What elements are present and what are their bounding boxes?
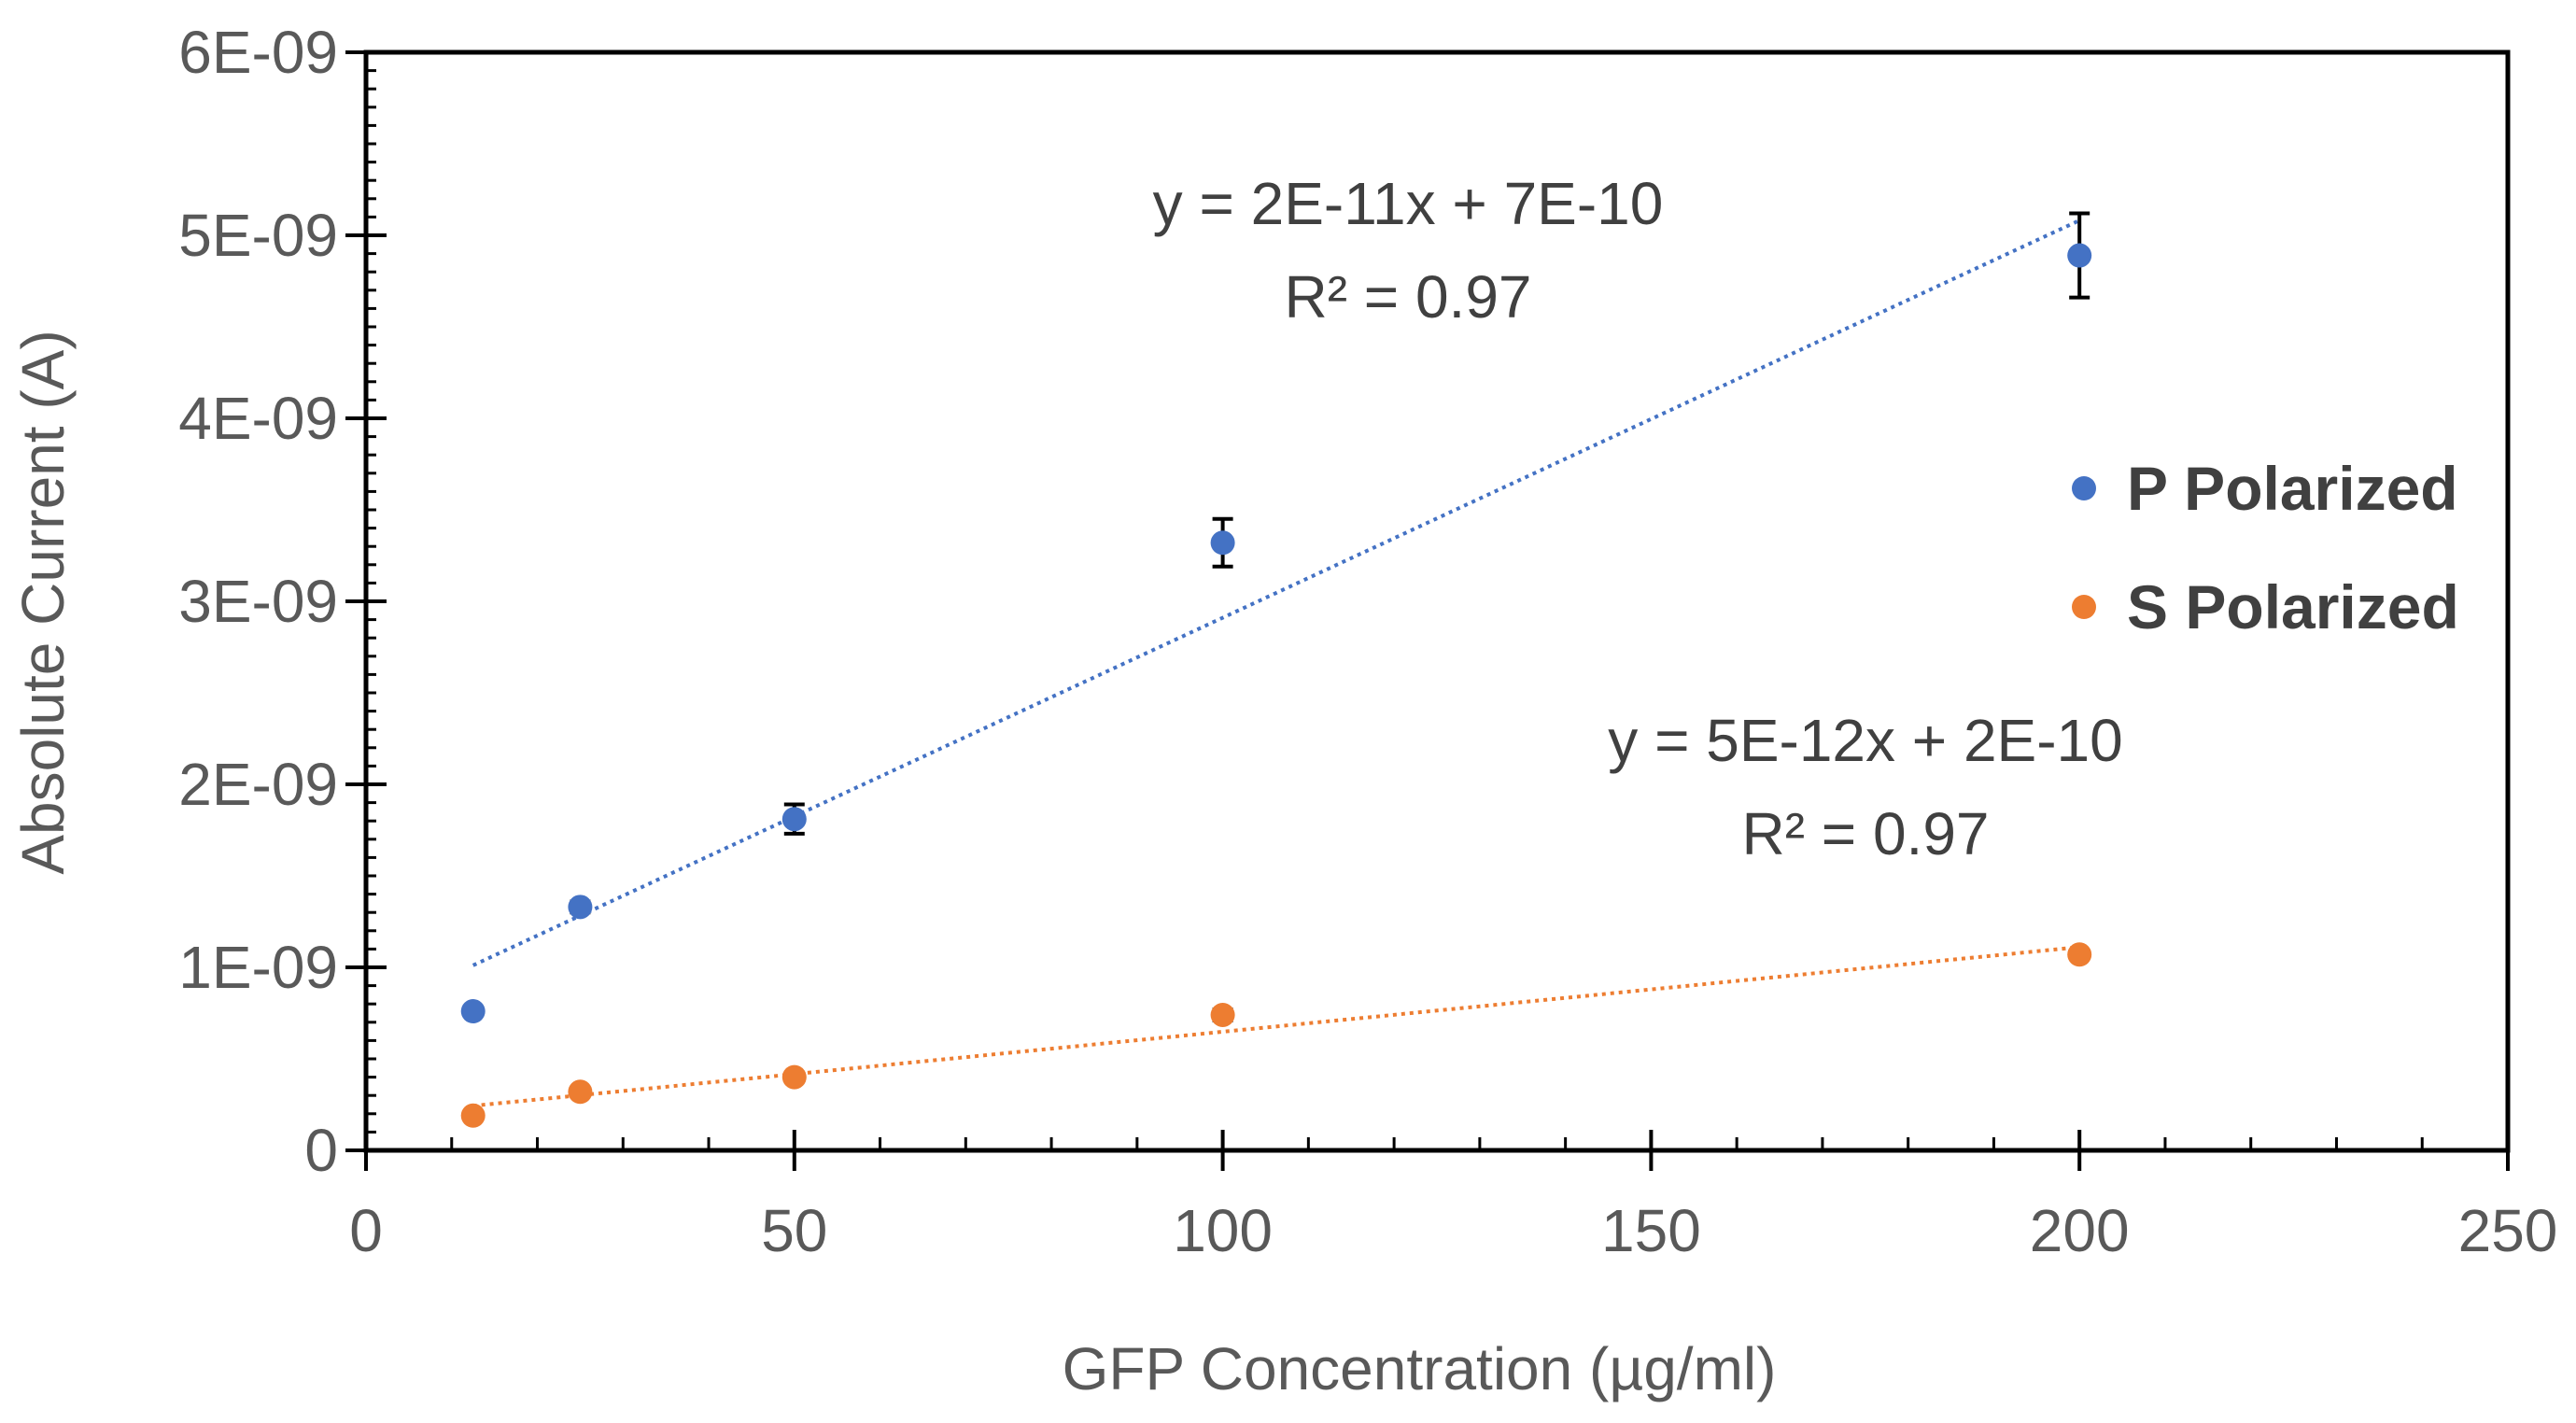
trendlines <box>472 218 2081 1108</box>
y-tick-label: 3E-09 <box>178 568 338 635</box>
x-tick-label: 200 <box>2030 1197 2130 1264</box>
legend-marker-s-polarized <box>2072 595 2096 619</box>
data-point-p-polarized <box>1210 530 1235 556</box>
data-point-s-polarized <box>460 1103 486 1128</box>
data-point-s-polarized <box>781 1064 807 1090</box>
x-tick-label: 100 <box>1173 1197 1273 1264</box>
data-point-p-polarized <box>781 807 807 832</box>
error-bars <box>570 211 2090 1022</box>
p-trend-equation: y = 2E-11x + 7E-10 <box>1153 170 1664 237</box>
legend-label-s-polarized: S Polarized <box>2127 572 2459 641</box>
legend-marker-p-polarized <box>2072 476 2096 500</box>
p-trend-r-squared: R² = 0.97 <box>1284 263 1531 331</box>
y-tick-label: 4E-09 <box>178 385 338 452</box>
data-point-p-polarized <box>568 895 593 920</box>
y-tick-label: 1E-09 <box>178 934 338 1001</box>
legend: P Polarized S Polarized <box>2072 454 2459 641</box>
y-tick-label: 2E-09 <box>178 751 338 818</box>
x-tick-label: 250 <box>2458 1197 2558 1264</box>
axes: 0 1E-09 2E-09 3E-09 4E-09 5E-09 6E-09 0 50 100 150… <box>178 19 2557 1264</box>
data-point-s-polarized <box>568 1079 593 1105</box>
x-tick-label: 0 <box>349 1197 383 1264</box>
trendline-s-polarized <box>472 945 2080 1108</box>
x-tick-label: 50 <box>761 1197 827 1264</box>
data-points <box>460 243 2092 1128</box>
x-tick-label: 150 <box>1601 1197 1701 1264</box>
y-axis-title: Absolute Current (A) <box>9 330 77 874</box>
y-tick-label: 5E-09 <box>178 202 338 269</box>
legend-label-p-polarized: P Polarized <box>2127 454 2458 523</box>
y-tick-label: 0 <box>304 1117 338 1184</box>
data-point-p-polarized <box>460 999 486 1024</box>
y-tick-label: 6E-09 <box>178 19 338 86</box>
data-point-s-polarized <box>1210 1002 1235 1027</box>
x-axis-title: GFP Concentration (µg/ml) <box>1063 1335 1777 1402</box>
data-point-s-polarized <box>2067 942 2092 967</box>
data-point-p-polarized <box>2067 243 2092 268</box>
trendline-p-polarized <box>472 218 2081 967</box>
s-trend-equation: y = 5E-12x + 2E-10 <box>1608 707 2122 774</box>
s-trend-r-squared: R² = 0.97 <box>1741 800 1989 867</box>
